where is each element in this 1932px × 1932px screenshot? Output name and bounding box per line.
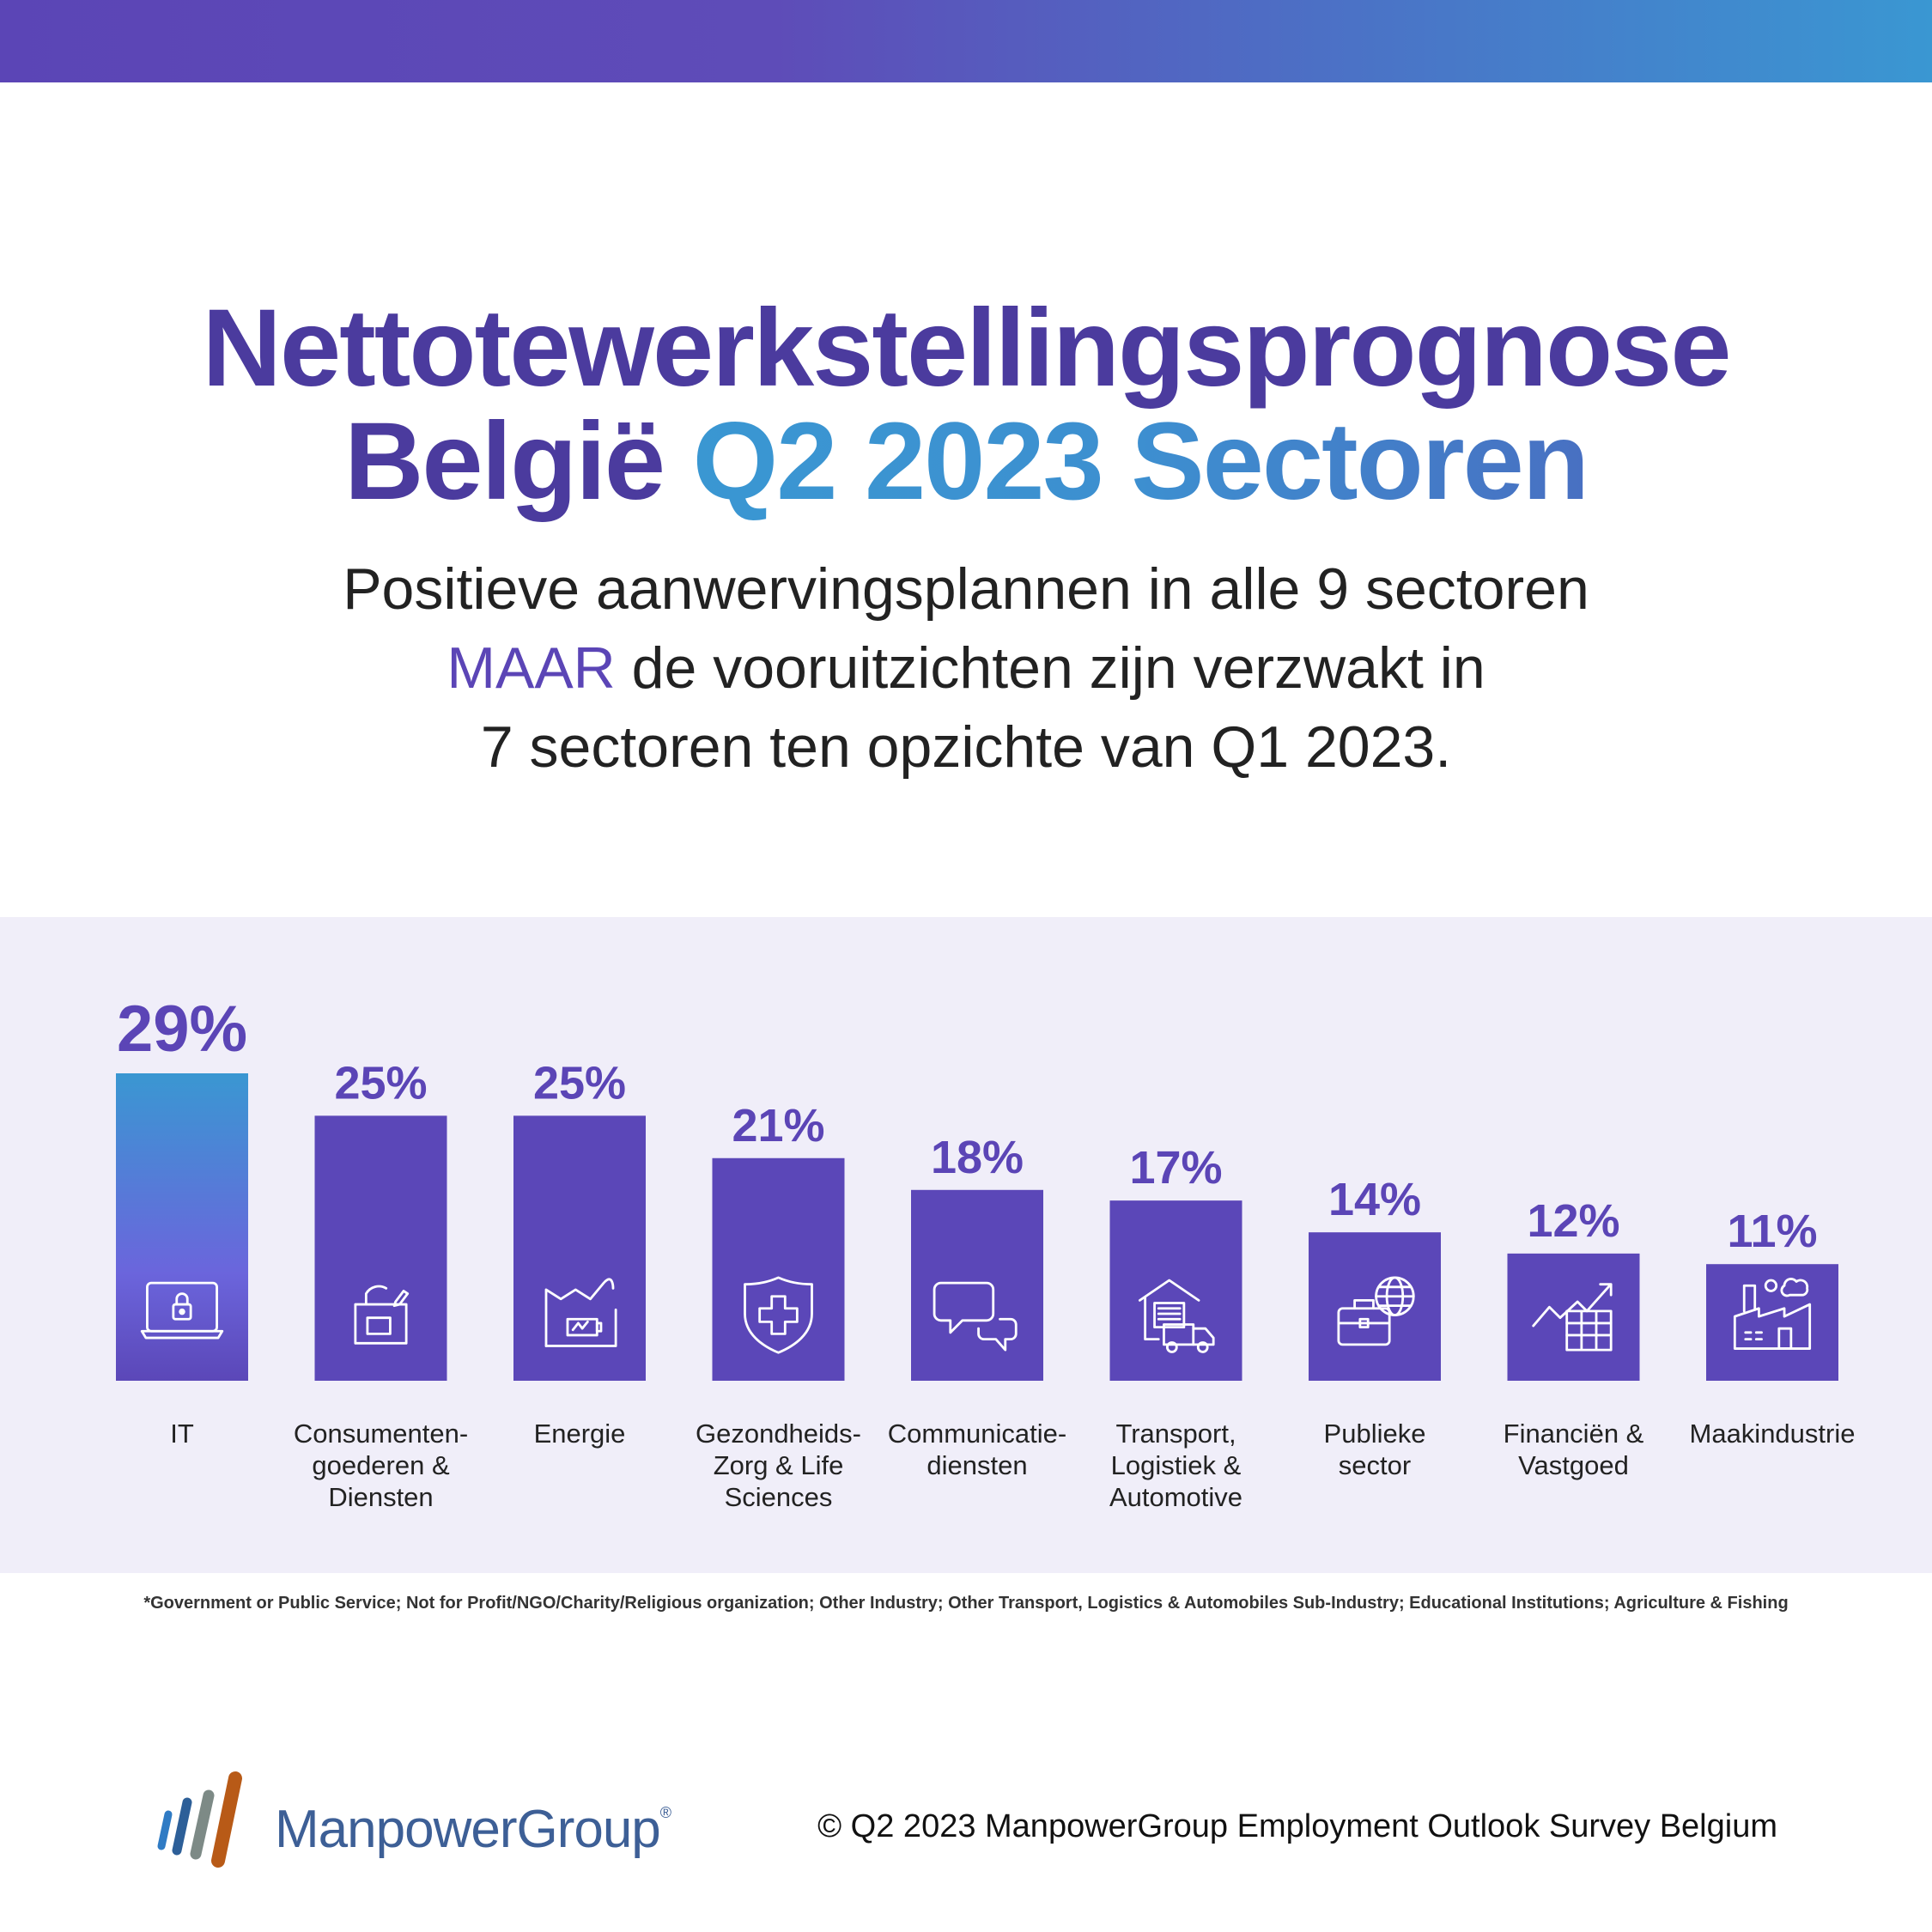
title-country: België xyxy=(343,400,693,523)
subtitle: Positieve aanwervingsplannen in alle 9 s… xyxy=(0,550,1932,787)
title-period: Q2 2023 Sectoren xyxy=(692,400,1589,523)
bar-value-label: 25% xyxy=(533,1057,626,1109)
title-line-1: Nettotewerkstellingsprognose xyxy=(202,287,1732,410)
bar xyxy=(911,1189,1043,1381)
top-gradient-band xyxy=(0,0,1932,82)
chart-panel: 29% IT 25% Consumenten-goederen & Diensten 25… xyxy=(0,917,1932,1573)
bar xyxy=(1309,1232,1441,1381)
bar-value-label: 25% xyxy=(334,1057,427,1109)
title-line-2: België Q2 2023 Sectoren xyxy=(0,405,1932,519)
briefcase-globe-icon xyxy=(1337,1276,1415,1346)
category-label: Gezondheids-Zorg & Life Sciences xyxy=(696,1419,861,1512)
category-label: Communicatie-diensten xyxy=(888,1419,1066,1480)
bar-value-label: 11% xyxy=(1727,1206,1817,1257)
bar xyxy=(513,1115,646,1381)
subtitle-maar: MAAR xyxy=(447,635,616,701)
bar-value-label: 21% xyxy=(732,1100,824,1151)
bar xyxy=(712,1157,845,1381)
warehouse-truck-icon xyxy=(1138,1279,1215,1353)
category-label: IT xyxy=(170,1419,194,1449)
category-label: Publieke sector xyxy=(1324,1419,1426,1480)
factory-battery-icon xyxy=(544,1278,617,1347)
bar xyxy=(1706,1264,1838,1381)
manpowergroup-logo-mark-icon xyxy=(157,1771,242,1868)
shopping-bag-icon xyxy=(354,1285,410,1345)
shield-cross-icon xyxy=(744,1276,813,1354)
laptop-lock-icon xyxy=(140,1281,224,1340)
logo-registered-mark: ® xyxy=(659,1804,671,1821)
chat-bubbles-icon xyxy=(933,1281,1018,1352)
footnote: *Government or Public Service; Not for P… xyxy=(143,1594,1789,1613)
bar xyxy=(1109,1200,1242,1381)
bar-chart: 29% IT 25% Consumenten-goederen & Diensten 25… xyxy=(116,993,1856,1512)
subtitle-line-1: Positieve aanwervingsplannen in alle 9 s… xyxy=(343,556,1589,622)
bar-value-label: 12% xyxy=(1527,1195,1619,1247)
subtitle-line-2: MAAR de vooruitzichten zijn verzwakt in xyxy=(0,629,1932,708)
bar xyxy=(116,1073,248,1381)
growth-chart-icon xyxy=(1532,1283,1613,1352)
category-label: Consumenten-goederen & Diensten xyxy=(294,1419,468,1512)
bar xyxy=(314,1115,447,1381)
bar-value-label: 18% xyxy=(931,1132,1024,1183)
subtitle-line-3: 7 sectoren ten opzichte van Q1 2023. xyxy=(480,714,1452,780)
bar-value-label: 29% xyxy=(117,993,247,1066)
logo-wordmark: ManpowerGroup xyxy=(275,1800,661,1859)
bar xyxy=(1507,1253,1640,1381)
page-title: Nettotewerkstellingsprognose België Q2 2… xyxy=(0,292,1932,519)
subtitle-line-2-rest: de vooruitzichten zijn verzwakt in xyxy=(615,635,1485,701)
category-label: Maakindustrie xyxy=(1690,1419,1856,1449)
manpowergroup-logo: ManpowerGroup® xyxy=(146,1765,704,1868)
category-label: Transport, Logistiek & Automotive xyxy=(1109,1419,1242,1512)
bar-value-label: 14% xyxy=(1328,1174,1421,1225)
copyright-notice: © Q2 2023 ManpowerGroup Employment Outlo… xyxy=(817,1808,1777,1844)
category-label: Financiën & Vastgoed xyxy=(1504,1419,1644,1480)
bar-value-label: 17% xyxy=(1129,1142,1222,1194)
factory-icon xyxy=(1733,1278,1812,1350)
manpowergroup-logo-text: ManpowerGroup® xyxy=(275,1799,671,1860)
category-label: Energie xyxy=(534,1419,626,1449)
